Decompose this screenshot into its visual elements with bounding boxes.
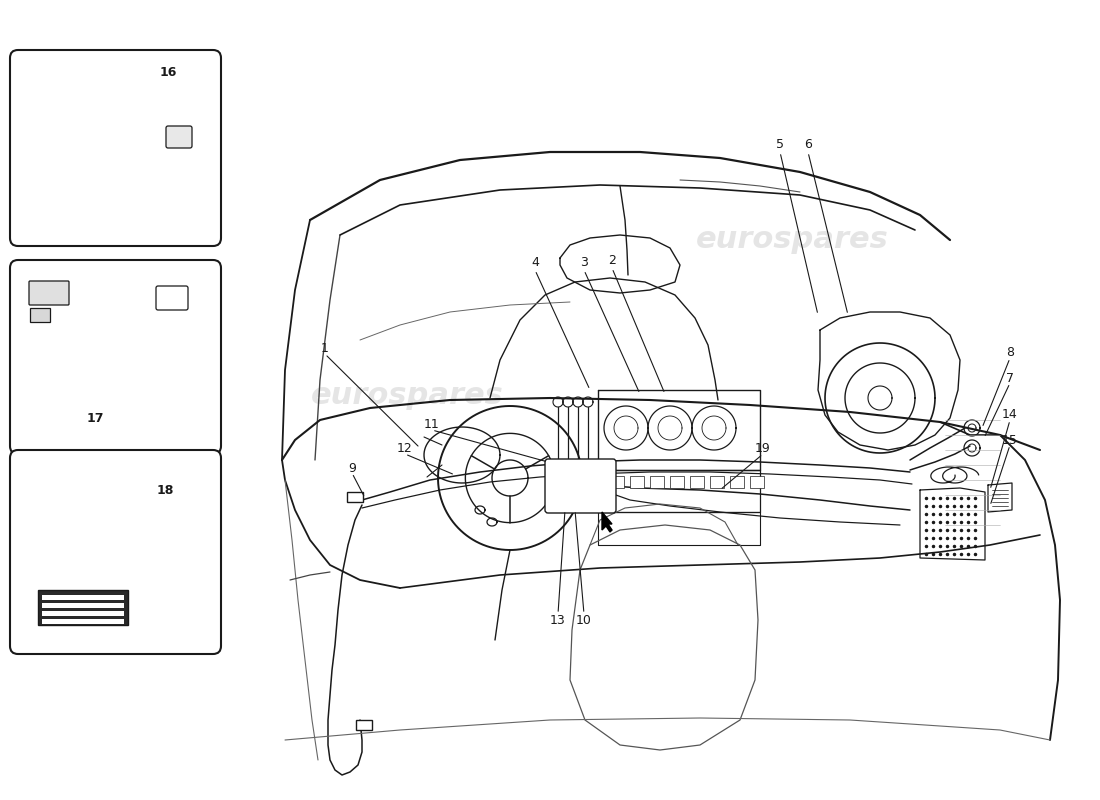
Text: 12: 12: [397, 442, 412, 454]
Text: eurospares: eurospares: [695, 226, 889, 254]
Text: 3: 3: [580, 255, 587, 269]
Text: 2: 2: [608, 254, 616, 266]
Bar: [630, 476, 644, 488]
Text: 9: 9: [348, 462, 356, 474]
FancyBboxPatch shape: [30, 308, 50, 322]
Bar: [730, 476, 744, 488]
Bar: [750, 476, 764, 488]
FancyBboxPatch shape: [42, 619, 124, 624]
Bar: [710, 476, 724, 488]
FancyBboxPatch shape: [10, 450, 221, 654]
FancyBboxPatch shape: [346, 492, 363, 502]
Bar: [690, 476, 704, 488]
Text: 6: 6: [804, 138, 812, 151]
FancyBboxPatch shape: [10, 260, 221, 454]
Text: 1: 1: [321, 342, 329, 354]
Bar: [610, 476, 624, 488]
FancyBboxPatch shape: [156, 286, 188, 310]
FancyBboxPatch shape: [10, 50, 221, 246]
Bar: [670, 476, 684, 488]
Text: 18: 18: [156, 483, 174, 497]
Text: 10: 10: [576, 614, 592, 626]
Text: eurospares: eurospares: [310, 382, 504, 410]
Polygon shape: [602, 512, 612, 532]
Text: 7: 7: [1006, 371, 1014, 385]
Text: 5: 5: [776, 138, 784, 151]
Text: 19: 19: [755, 442, 771, 454]
Text: 4: 4: [531, 255, 539, 269]
FancyBboxPatch shape: [166, 126, 192, 148]
Text: 13: 13: [550, 614, 565, 626]
Text: 11: 11: [425, 418, 440, 430]
FancyBboxPatch shape: [42, 595, 124, 600]
FancyBboxPatch shape: [356, 720, 372, 730]
Text: 15: 15: [1002, 434, 1018, 446]
FancyBboxPatch shape: [42, 603, 124, 608]
Text: 8: 8: [1006, 346, 1014, 358]
Text: 16: 16: [160, 66, 177, 78]
FancyBboxPatch shape: [544, 459, 616, 513]
Bar: [650, 476, 664, 488]
FancyBboxPatch shape: [29, 281, 69, 305]
Text: 14: 14: [1002, 409, 1018, 422]
Text: 17: 17: [86, 411, 103, 425]
FancyBboxPatch shape: [39, 590, 128, 625]
FancyBboxPatch shape: [42, 611, 124, 616]
